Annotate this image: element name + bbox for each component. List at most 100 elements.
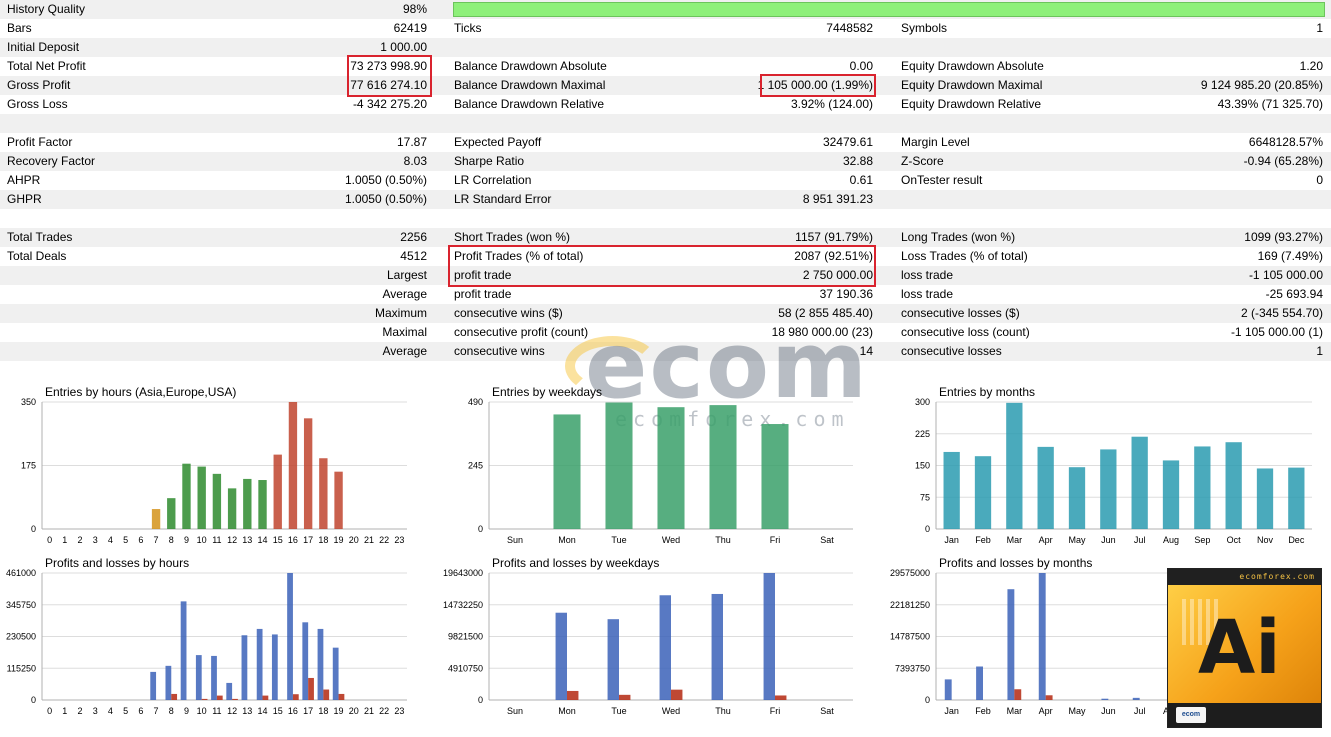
y-tick-label: 19643000 bbox=[443, 568, 483, 578]
report-row: Initial Deposit 1 000.00 bbox=[0, 38, 1331, 57]
y-tick-label: 4910750 bbox=[448, 663, 483, 673]
metric-label: History Quality bbox=[7, 2, 86, 16]
x-tick-label: 20 bbox=[349, 535, 359, 545]
x-tick-label: Jan bbox=[944, 706, 959, 716]
metric-value: 0.61 bbox=[849, 173, 873, 187]
x-tick-label: 10 bbox=[197, 535, 207, 545]
bar bbox=[1131, 436, 1148, 529]
metric-label: loss trade bbox=[901, 268, 954, 282]
bar bbox=[709, 405, 737, 529]
profit-bar bbox=[150, 671, 157, 700]
loss-bar bbox=[619, 694, 631, 700]
metric-label: Long Trades (won %) bbox=[901, 230, 1016, 244]
x-tick-label: 14 bbox=[258, 706, 268, 716]
profit-bar bbox=[711, 593, 723, 700]
x-tick-label: 19 bbox=[334, 535, 344, 545]
x-tick-label: Mon bbox=[558, 706, 576, 716]
profit-bar bbox=[555, 612, 567, 700]
x-tick-label: 23 bbox=[394, 535, 404, 545]
metric-value: -1 105 000.00 (1) bbox=[1230, 325, 1323, 339]
x-tick-label: 2 bbox=[78, 535, 83, 545]
y-tick-label: 350 bbox=[21, 397, 36, 407]
x-tick-label: Thu bbox=[715, 706, 731, 716]
x-tick-label: Apr bbox=[1039, 535, 1053, 545]
y-tick-label: 300 bbox=[915, 397, 930, 407]
bar bbox=[243, 478, 252, 529]
bar bbox=[657, 407, 685, 529]
x-tick-label: 17 bbox=[303, 706, 313, 716]
metric-value: 62419 bbox=[393, 21, 427, 35]
x-tick-label: 16 bbox=[288, 535, 298, 545]
metric-label: Loss Trades (% of total) bbox=[901, 249, 1028, 263]
x-tick-label: Jul bbox=[1134, 535, 1146, 545]
metric-value: 98% bbox=[402, 2, 427, 16]
x-tick-label: Jul bbox=[1134, 706, 1146, 716]
bar bbox=[1100, 449, 1117, 529]
bar bbox=[334, 471, 343, 529]
metric-value: 1.0050 (0.50%) bbox=[344, 192, 427, 206]
y-tick-label: 0 bbox=[31, 695, 36, 705]
x-tick-label: Fri bbox=[770, 706, 781, 716]
x-tick-label: 11 bbox=[212, 706, 221, 716]
x-tick-label: 18 bbox=[318, 706, 328, 716]
bar bbox=[151, 509, 161, 529]
report-row: Total Deals 4512 Profit Trades (% of total… bbox=[0, 247, 1331, 266]
chart-title: Entries by months bbox=[939, 385, 1035, 399]
profit-bar bbox=[1007, 589, 1015, 700]
bar bbox=[1225, 442, 1242, 529]
metric-label: Ticks bbox=[454, 21, 482, 35]
x-tick-label: 3 bbox=[93, 706, 98, 716]
metric-value: 43.39% (71 325.70) bbox=[1217, 97, 1323, 111]
metric-label: Total Trades bbox=[7, 230, 73, 244]
y-tick-label: 345750 bbox=[6, 600, 36, 610]
x-tick-label: 19 bbox=[334, 706, 344, 716]
loss-bar bbox=[567, 690, 579, 700]
report-row: Gross Loss -4 342 275.20 Balance Drawdown … bbox=[0, 95, 1331, 114]
loss-bar bbox=[216, 695, 223, 700]
x-tick-label: 2 bbox=[78, 706, 83, 716]
metric-value: Average bbox=[382, 344, 427, 358]
metric-label: Balance Drawdown Absolute bbox=[454, 59, 607, 73]
x-tick-label: Nov bbox=[1257, 535, 1274, 545]
badge-footer: ecom bbox=[1168, 703, 1321, 727]
bar bbox=[273, 454, 282, 529]
metric-value: 73 273 998.90 bbox=[350, 59, 427, 73]
x-tick-label: 5 bbox=[123, 535, 128, 545]
metric-label: Z-Score bbox=[901, 154, 944, 168]
bar bbox=[1194, 446, 1211, 529]
y-tick-label: 9821500 bbox=[448, 632, 483, 642]
bar bbox=[182, 463, 191, 529]
x-tick-label: 22 bbox=[379, 706, 389, 716]
metric-value: -4 342 275.20 bbox=[352, 97, 427, 111]
metric-value: 4512 bbox=[400, 249, 427, 263]
metric-value bbox=[1090, 38, 1323, 57]
profit-bar bbox=[332, 647, 339, 700]
x-tick-label: 21 bbox=[364, 535, 374, 545]
chart-title: Profits and losses by weekdays bbox=[492, 556, 659, 570]
loss-bar bbox=[171, 693, 178, 700]
report-row: GHPR 1.0050 (0.50%) LR Standard Error 8 951… bbox=[0, 190, 1331, 209]
y-tick-label: 22181250 bbox=[890, 600, 930, 610]
metric-label: Initial Deposit bbox=[7, 40, 80, 54]
bar bbox=[1006, 402, 1023, 529]
metric-value: 1 bbox=[1316, 21, 1323, 35]
report-row bbox=[0, 209, 1331, 228]
profit-bar bbox=[226, 682, 233, 700]
metric-label: consecutive wins bbox=[454, 344, 545, 358]
x-tick-label: 22 bbox=[379, 535, 389, 545]
bar bbox=[212, 473, 222, 529]
bar bbox=[1037, 446, 1054, 529]
metric-label: Recovery Factor bbox=[7, 154, 96, 168]
bar bbox=[943, 451, 960, 529]
x-tick-label: 16 bbox=[288, 706, 298, 716]
profit-bar bbox=[1101, 698, 1109, 700]
metric-value: 1099 (93.27%) bbox=[1244, 230, 1323, 244]
metric-label: GHPR bbox=[7, 192, 42, 206]
x-tick-label: 9 bbox=[184, 706, 189, 716]
bar bbox=[167, 498, 176, 529]
metric-value: 2256 bbox=[400, 230, 427, 244]
bar bbox=[1288, 467, 1305, 529]
bar bbox=[1162, 460, 1180, 529]
metric-value: 3.92% (124.00) bbox=[790, 97, 873, 111]
charts-canvas: Entries by hours (Asia,Europe,USA)350175… bbox=[6, 385, 1312, 716]
